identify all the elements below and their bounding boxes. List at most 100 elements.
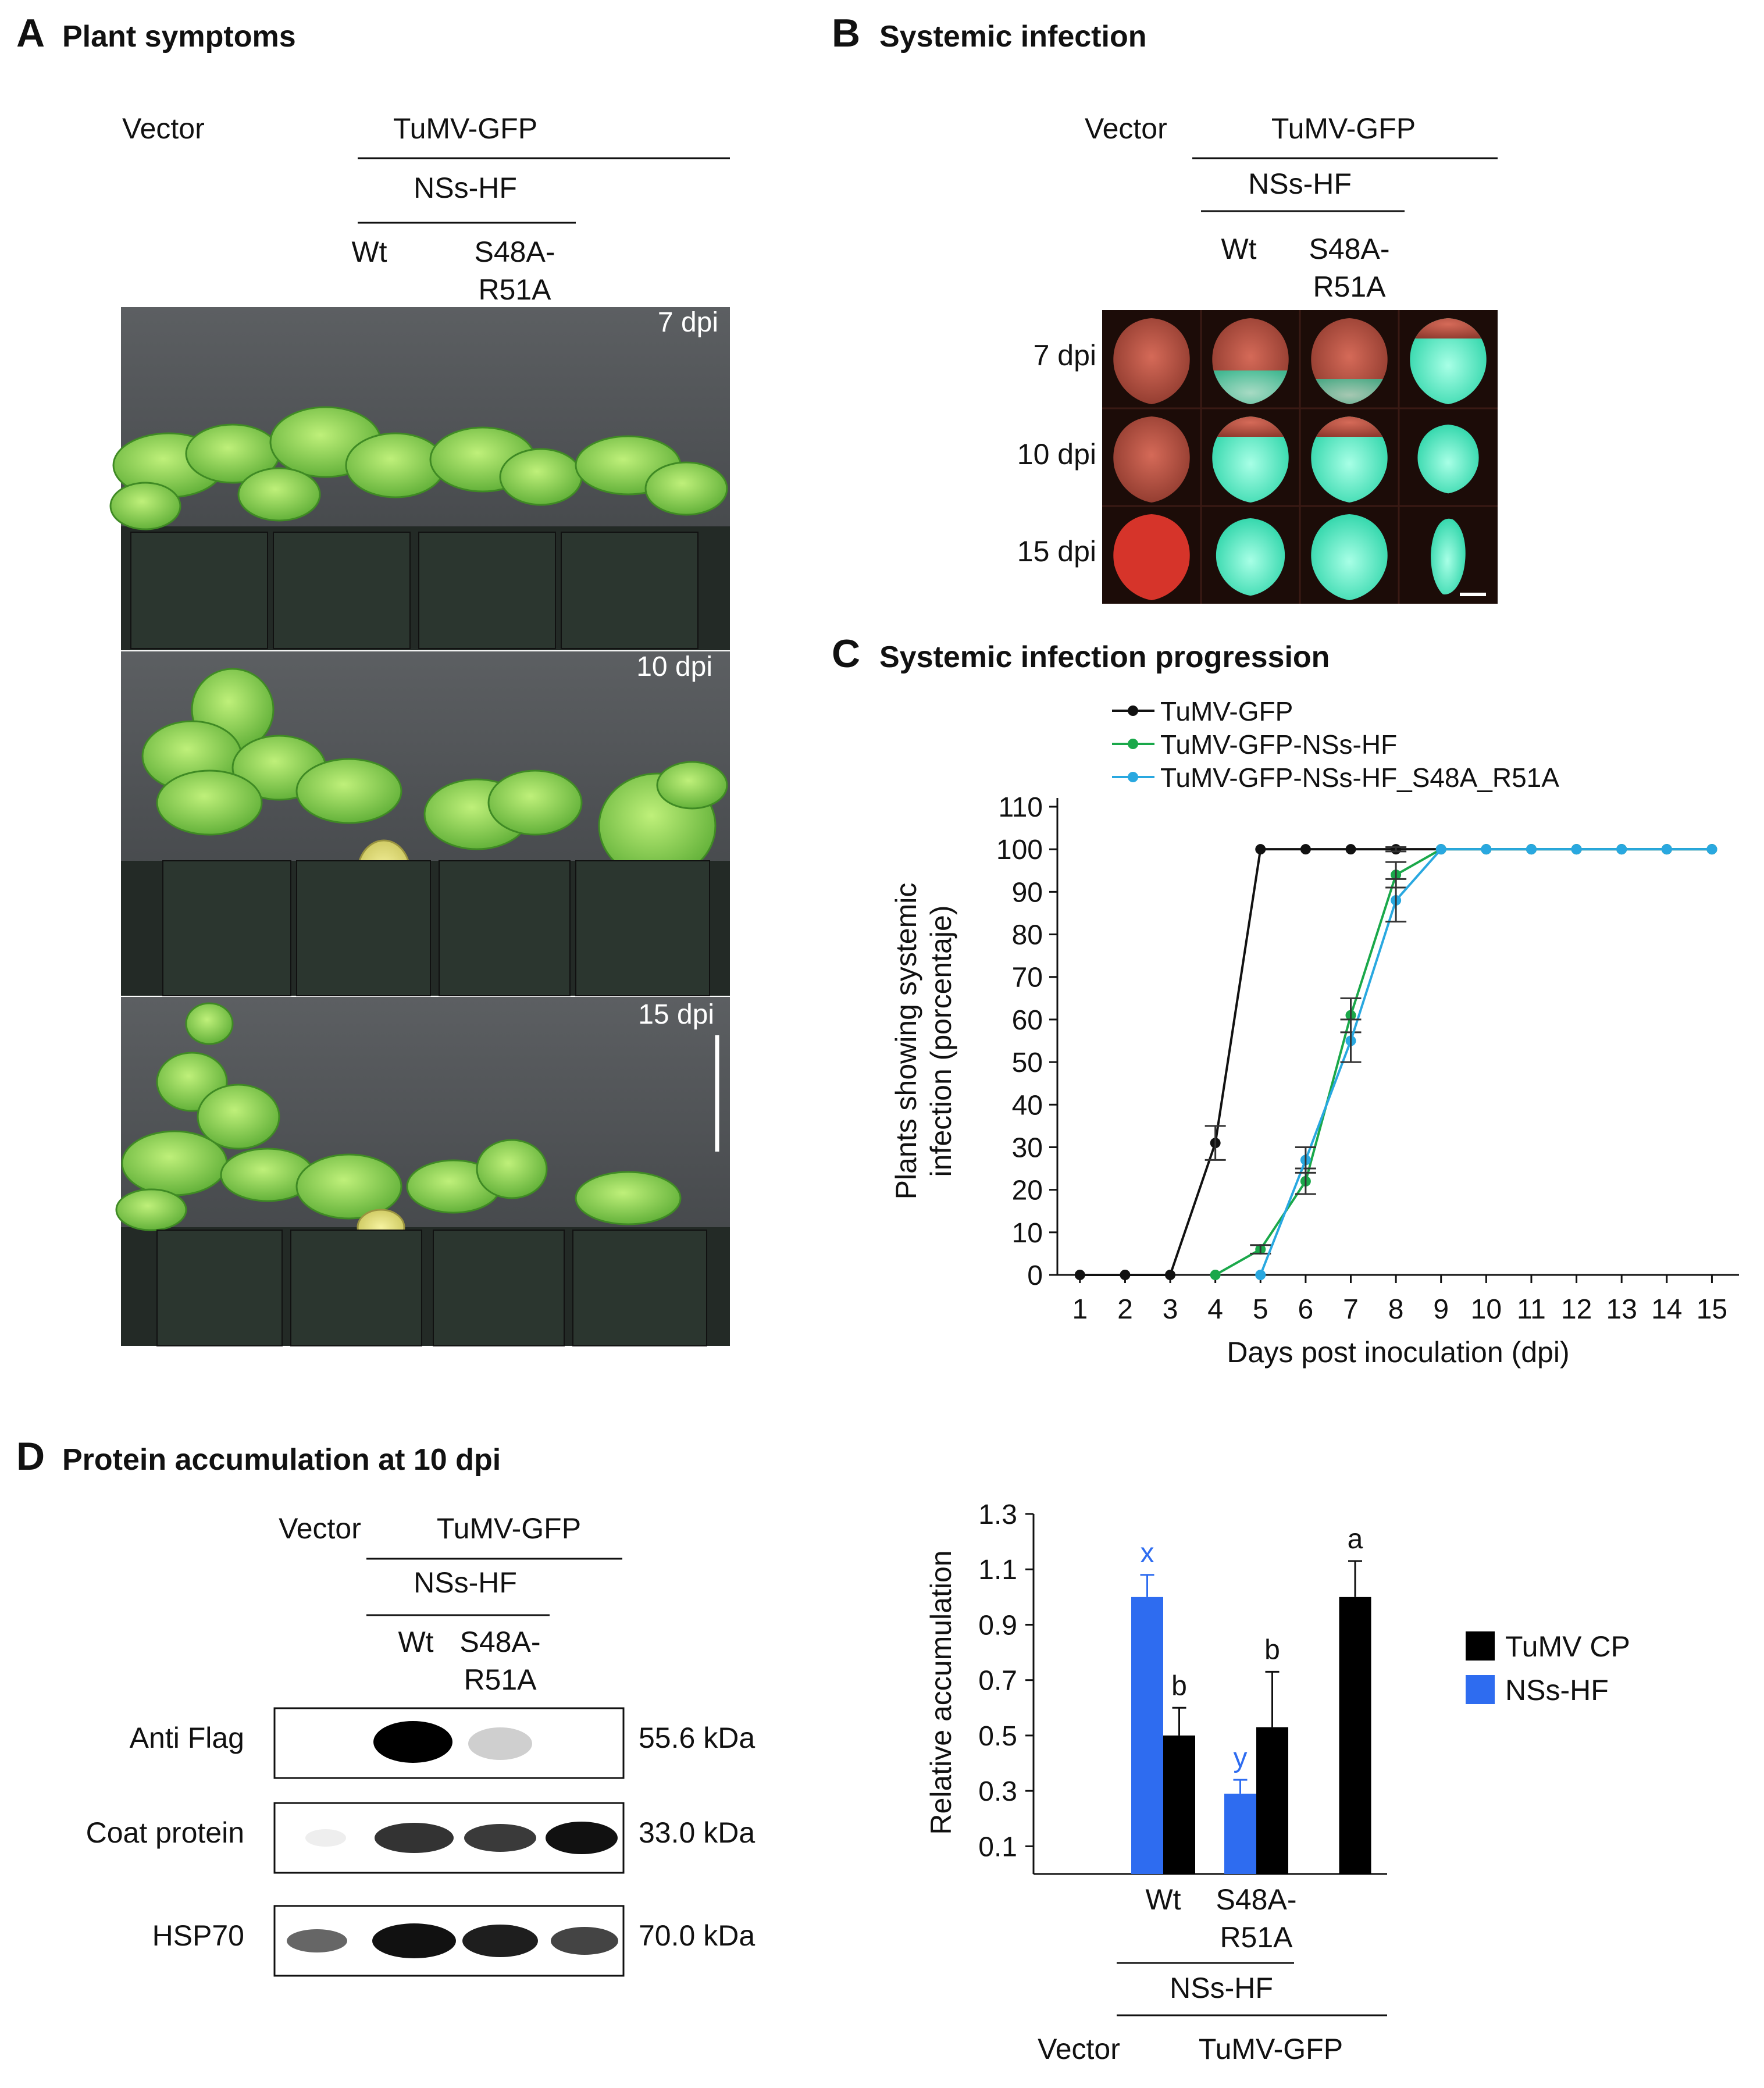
panel-letter: C	[832, 632, 860, 676]
blot-band	[375, 1823, 454, 1853]
header-wt: Wt	[351, 236, 387, 268]
y-axis-label-line: infection (porcentaje)	[925, 906, 957, 1177]
significance-letter: b	[1171, 1670, 1187, 1701]
data-point	[1074, 1270, 1085, 1280]
y-tick-label: 0.1	[978, 1832, 1017, 1862]
plant-photo-15dpi	[115, 997, 730, 1346]
data-point	[1345, 844, 1356, 855]
chart-legend: TuMV-GFPTuMV-GFP-NSs-HFTuMV-GFP-NSs-HF_S…	[1112, 696, 1559, 793]
x-tick-label: 11	[1517, 1294, 1546, 1325]
header-mutant: S48A-	[1309, 233, 1390, 265]
y-tick-label: 0	[1027, 1260, 1043, 1291]
x-axis-label: Days post inoculation (dpi)	[1227, 1336, 1569, 1369]
y-tick-label: 40	[1012, 1090, 1043, 1121]
bar	[1339, 1597, 1371, 1874]
x-tick-label: 4	[1207, 1294, 1223, 1325]
y-tick-label: 110	[998, 792, 1043, 823]
blot-band	[462, 1925, 538, 1957]
y-tick-label: 30	[1012, 1132, 1043, 1163]
legend-swatch	[1466, 1675, 1495, 1704]
x-tick-label: 12	[1561, 1294, 1592, 1325]
legend-swatch	[1466, 1631, 1495, 1661]
legend-label: TuMV-GFP	[1160, 696, 1293, 726]
blot-band	[551, 1927, 618, 1955]
y-tick-label: 20	[1012, 1175, 1043, 1206]
plant-photo-10dpi	[121, 651, 730, 996]
x-tick-label: 13	[1606, 1294, 1637, 1325]
x-tick-label: 7	[1343, 1294, 1359, 1325]
data-point	[1435, 844, 1446, 855]
panel-letter: B	[832, 11, 860, 55]
header-mutant: S48A-	[475, 236, 555, 268]
y-tick-label: 0.9	[978, 1610, 1017, 1641]
blot-band	[287, 1929, 347, 1952]
data-point	[1571, 844, 1582, 855]
data-point	[1661, 844, 1672, 855]
blot-label: HSP70	[152, 1919, 244, 1952]
plant-photo-7dpi	[109, 307, 730, 650]
y-axis-label: Relative accumulation	[925, 1550, 957, 1834]
blot-band	[464, 1824, 536, 1852]
y-tick-label: 0.7	[978, 1666, 1017, 1697]
data-point	[1300, 844, 1311, 855]
leaf-fluorescence-grid	[1102, 310, 1498, 604]
bar	[1256, 1727, 1288, 1874]
blot-size: 55.6 kDa	[639, 1722, 755, 1754]
header-nss: NSs-HF	[414, 1566, 517, 1599]
chart-legend: TuMV CP NSs-HF	[1466, 1630, 1630, 1706]
x-tick-label: 15	[1697, 1294, 1727, 1325]
row-label: 10 dpi	[1017, 438, 1096, 471]
bar-x-virus: TuMV-GFP	[1199, 2033, 1343, 2065]
y-tick-label: 50	[1012, 1047, 1043, 1078]
data-point	[1706, 844, 1717, 855]
y-tick-label: 70	[1012, 963, 1043, 993]
legend-label: TuMV-GFP-NSs-HF_S48A_R51A	[1160, 762, 1559, 793]
x-tick-label: 3	[1163, 1294, 1178, 1325]
header-mutant: R51A	[478, 273, 551, 306]
y-tick-label: 10	[1012, 1218, 1043, 1249]
timepoint-label: 10 dpi	[636, 651, 712, 682]
x-tick-label: 1	[1072, 1294, 1088, 1325]
y-tick-label: 90	[1012, 877, 1043, 908]
timepoint-label: 7 dpi	[658, 307, 718, 338]
x-tick-label: 6	[1298, 1294, 1314, 1325]
header-mutant: S48A-	[460, 1626, 541, 1658]
legend-swatch-marker	[1128, 772, 1138, 782]
bar	[1224, 1793, 1256, 1874]
header-nss: NSs-HF	[414, 172, 517, 204]
x-tick-label: 14	[1651, 1294, 1682, 1325]
blot-band	[546, 1822, 618, 1854]
bar	[1131, 1597, 1163, 1874]
panel-title: Systemic infection progression	[879, 640, 1330, 674]
legend-swatch-marker	[1128, 739, 1138, 749]
header-virus: TuMV-GFP	[1271, 112, 1416, 145]
header-virus: TuMV-GFP	[393, 112, 537, 145]
header-nss: NSs-HF	[1248, 168, 1352, 200]
legend-label: TuMV-GFP-NSs-HF	[1160, 729, 1397, 760]
data-point	[1120, 1270, 1131, 1280]
header-vector: Vector	[1085, 112, 1167, 145]
header-wt: Wt	[398, 1626, 433, 1658]
y-axis-label-line: Plants showing systemic	[890, 883, 922, 1200]
header-vector: Vector	[122, 112, 205, 145]
x-tick-label: 10	[1471, 1294, 1502, 1325]
legend-label: NSs-HF	[1505, 1674, 1609, 1706]
legend-label: TuMV CP	[1505, 1630, 1630, 1663]
y-tick-label: 80	[1012, 920, 1043, 951]
timepoint-label: 15 dpi	[638, 999, 714, 1030]
blot-band	[373, 1721, 452, 1763]
y-tick-label: 100	[996, 835, 1043, 865]
header-vector: Vector	[279, 1512, 361, 1545]
panel-a: A Plant symptoms Vector TuMV-GFP NSs-HF …	[16, 11, 730, 1346]
series-line	[1214, 848, 1712, 1276]
blot-row-coat-protein: Coat protein 33.0 kDa	[86, 1802, 755, 1874]
blot-band	[305, 1829, 346, 1847]
bar-chart: 0.1 0.3 0.5 0.7 0.9 1.1 1.3 Relative accumulati…	[925, 1499, 1387, 1875]
y-tick-label: 60	[1012, 1005, 1043, 1036]
header-wt: Wt	[1221, 233, 1256, 265]
blot-band	[372, 1923, 456, 1958]
significance-letter: y	[1234, 1743, 1248, 1773]
panel-title: Plant symptoms	[62, 20, 296, 54]
